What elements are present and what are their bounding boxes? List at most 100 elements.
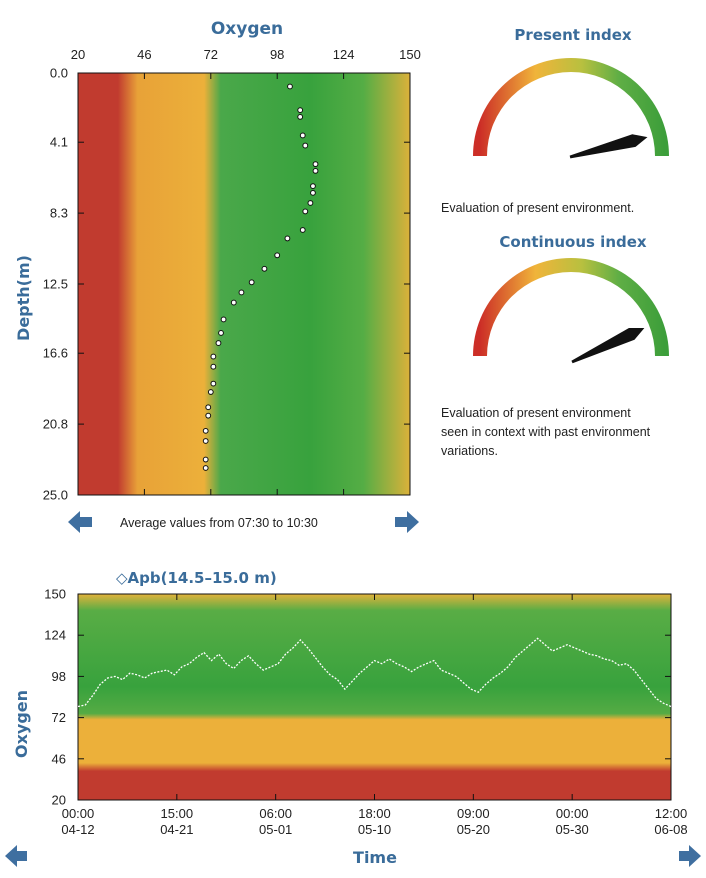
caption-prefix: Average values from bbox=[120, 516, 235, 530]
data-point bbox=[205, 404, 212, 411]
present-caption-line: Evaluation of present environment. bbox=[441, 201, 635, 215]
top-x-tick-label: 124 bbox=[333, 47, 355, 62]
data-point bbox=[297, 107, 304, 114]
data-point bbox=[210, 380, 217, 387]
present-index-gauge: Present index bbox=[473, 26, 669, 159]
top-x-tick-label: 150 bbox=[399, 47, 421, 62]
data-point bbox=[310, 183, 316, 189]
present-index-needle bbox=[569, 134, 648, 159]
top-y-axis-label: Depth(m) bbox=[14, 255, 33, 341]
data-point bbox=[248, 279, 255, 286]
data-point bbox=[261, 265, 268, 272]
present-index-title: Present index bbox=[514, 26, 631, 44]
bottom-x-tick-time: 06:00 bbox=[259, 806, 292, 821]
data-point bbox=[202, 465, 209, 471]
bottom-x-tick-date: 05-30 bbox=[556, 822, 589, 837]
top-y-tick-label: 4.1 bbox=[50, 135, 68, 150]
data-point bbox=[202, 438, 209, 444]
bottom-y-tick-label: 150 bbox=[44, 587, 66, 602]
bottom-x-tick-date: 05-01 bbox=[259, 822, 292, 837]
caption-from: 07:30 bbox=[237, 516, 270, 530]
bottom-y-axis: 150 124 98 72 46 20 bbox=[44, 587, 671, 808]
data-point bbox=[205, 412, 212, 419]
data-point bbox=[312, 168, 319, 174]
top-x-axis: 20 46 72 98 124 150 bbox=[71, 47, 421, 495]
top-x-tick-label: 98 bbox=[270, 47, 284, 62]
continuous-caption-line: seen in context with past environment bbox=[441, 425, 651, 439]
present-index-caption: Evaluation of present environment. bbox=[441, 199, 634, 218]
bottom-x-axis-label: Time bbox=[353, 848, 397, 867]
bottom-x-tick-date: 06-08 bbox=[654, 822, 687, 837]
depth-profile-chart: Oxygen 20 46 72 98 124 150 0.04.18.312.516.62… bbox=[14, 19, 421, 503]
present-index-arc bbox=[473, 58, 669, 156]
bottom-x-tick-date: 05-10 bbox=[358, 822, 391, 837]
bottom-series-line bbox=[77, 637, 672, 708]
data-point bbox=[220, 316, 227, 323]
caption-to-word: to bbox=[272, 516, 284, 530]
bottom-y-tick-label: 46 bbox=[52, 751, 66, 766]
average-caption: Average values from 07:30 to 10:30 bbox=[120, 514, 318, 533]
continuous-index-arc bbox=[473, 258, 669, 356]
data-point bbox=[202, 427, 209, 434]
top-chart-title: Oxygen bbox=[211, 19, 283, 39]
top-y-tick-label: 12.5 bbox=[43, 277, 68, 292]
bottom-prev-arrow-icon[interactable] bbox=[5, 845, 27, 867]
data-point bbox=[202, 456, 209, 463]
top-x-tick-label: 46 bbox=[137, 47, 151, 62]
top-y-axis: 0.0 4.1 8.3 12.5 16.6 20.8 25.0 bbox=[43, 66, 410, 503]
top-data-points bbox=[202, 83, 319, 471]
continuous-index-needle bbox=[571, 327, 645, 364]
continuous-caption-line: variations. bbox=[441, 444, 498, 458]
top-y-tick-label: 25.0 bbox=[43, 488, 68, 503]
data-point bbox=[207, 389, 214, 395]
next-arrow-icon[interactable] bbox=[395, 511, 419, 533]
data-point bbox=[302, 142, 309, 149]
bottom-y-tick-label: 72 bbox=[52, 710, 66, 725]
data-point bbox=[312, 161, 319, 168]
data-point bbox=[218, 330, 224, 336]
continuous-index-title: Continuous index bbox=[499, 233, 647, 251]
data-point bbox=[287, 83, 293, 90]
bottom-x-tick-time: 12:00 bbox=[655, 806, 688, 821]
data-point bbox=[230, 299, 237, 306]
data-point bbox=[284, 235, 291, 242]
bottom-next-arrow-icon[interactable] bbox=[679, 845, 701, 867]
data-point bbox=[299, 227, 306, 233]
top-chart-background bbox=[78, 73, 410, 495]
data-point bbox=[210, 363, 217, 370]
bottom-x-tick-time: 15:00 bbox=[161, 806, 194, 821]
data-point bbox=[238, 289, 245, 296]
bottom-x-tick-time: 00:00 bbox=[62, 806, 95, 821]
top-y-tick-label: 16.6 bbox=[43, 346, 68, 361]
data-point bbox=[274, 252, 281, 259]
continuous-index-gauge: Continuous index bbox=[473, 233, 669, 364]
bottom-x-tick-date: 05-20 bbox=[457, 822, 490, 837]
continuous-caption-line: Evaluation of present environment bbox=[441, 406, 631, 420]
data-point bbox=[307, 200, 314, 206]
bottom-x-tick-date: 04-12 bbox=[61, 822, 94, 837]
bottom-y-tick-label: 124 bbox=[44, 628, 66, 643]
bottom-x-tick-time: 09:00 bbox=[457, 806, 490, 821]
top-y-tick-label: 20.8 bbox=[43, 417, 68, 432]
data-point bbox=[302, 208, 309, 215]
top-y-tick-label: 0.0 bbox=[50, 66, 68, 81]
bottom-chart-title: ◇Apb(14.5–15.0 m) bbox=[116, 569, 277, 587]
bottom-x-tick-date: 04-21 bbox=[160, 822, 193, 837]
data-point bbox=[310, 189, 316, 196]
top-x-tick-label: 20 bbox=[71, 47, 85, 62]
bottom-y-tick-label: 20 bbox=[52, 793, 66, 808]
data-point bbox=[215, 340, 222, 346]
bottom-x-tick-time: 00:00 bbox=[556, 806, 589, 821]
data-point bbox=[299, 132, 306, 139]
bottom-y-axis-label: Oxygen bbox=[12, 690, 31, 758]
continuous-index-caption: Evaluation of present environment seen i… bbox=[441, 404, 703, 461]
top-x-tick-label: 72 bbox=[204, 47, 218, 62]
bottom-x-tick-time: 18:00 bbox=[358, 806, 391, 821]
top-y-tick-label: 8.3 bbox=[50, 206, 68, 221]
data-point bbox=[210, 353, 217, 360]
data-point bbox=[297, 113, 304, 120]
prev-arrow-icon[interactable] bbox=[68, 511, 92, 533]
bottom-y-tick-label: 98 bbox=[52, 669, 66, 684]
